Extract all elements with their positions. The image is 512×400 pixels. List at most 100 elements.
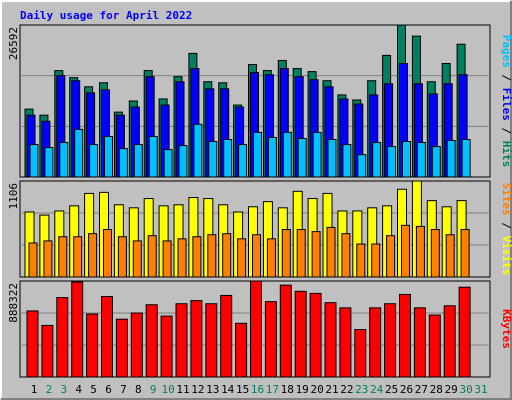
legend-entry: KBytes	[500, 309, 512, 349]
bar	[356, 243, 366, 278]
legend-entry: Visits	[500, 236, 512, 276]
bar	[369, 307, 382, 378]
bar	[282, 131, 292, 178]
bar	[103, 229, 112, 278]
x-tick-label: 23	[355, 383, 368, 396]
x-tick-label: 11	[176, 383, 189, 396]
x-tick-label: 25	[385, 383, 398, 396]
x-tick-label: 14	[221, 383, 235, 396]
bar	[342, 144, 352, 178]
x-tick-label: 21	[325, 383, 338, 396]
bar	[223, 139, 233, 178]
y-tick-label: 888322	[7, 283, 20, 323]
bar	[220, 294, 233, 378]
x-tick-label: 6	[105, 383, 112, 396]
legend-entry: Files	[500, 88, 512, 121]
bar	[44, 147, 54, 178]
legend: Pages / Files / Hits	[500, 35, 512, 168]
bar	[238, 144, 248, 178]
x-tick-label: 27	[415, 383, 428, 396]
x-tick-label: 1	[31, 383, 38, 396]
bar	[341, 233, 351, 278]
bar	[458, 286, 471, 378]
x-tick-label: 7	[120, 383, 127, 396]
x-tick-label: 19	[296, 383, 309, 396]
bar	[133, 144, 143, 178]
x-tick-label: 26	[400, 383, 413, 396]
x-tick-label: 24	[370, 383, 384, 396]
legend: Sites / Visits	[500, 183, 512, 276]
x-tick-label: 18	[281, 383, 294, 396]
bar	[118, 148, 128, 178]
bar	[327, 139, 337, 178]
bar	[148, 135, 158, 178]
bar	[312, 131, 322, 178]
bar	[413, 307, 426, 378]
bar	[445, 234, 455, 278]
bar	[428, 314, 441, 378]
bar	[460, 229, 470, 278]
bar	[178, 145, 188, 178]
bar	[58, 236, 68, 278]
bar	[88, 233, 98, 278]
x-tick-label: 4	[75, 383, 82, 396]
bar	[253, 131, 262, 178]
bar	[104, 135, 113, 178]
bar	[56, 297, 69, 378]
bar	[281, 229, 291, 278]
bar	[147, 235, 157, 278]
bar	[26, 310, 39, 378]
bar	[311, 231, 321, 278]
bar	[175, 303, 188, 378]
bar	[294, 290, 307, 378]
x-tick-label: 30	[459, 383, 472, 396]
bar	[41, 324, 54, 378]
bar	[160, 315, 173, 378]
bar	[130, 312, 143, 378]
legend: KBytes	[500, 309, 512, 349]
bar	[28, 242, 38, 278]
bar	[237, 238, 247, 278]
bar	[354, 329, 367, 378]
bar	[205, 303, 218, 378]
bar	[250, 280, 262, 378]
x-tick-label: 5	[90, 383, 97, 396]
bar	[402, 141, 411, 178]
legend-separator: /	[500, 121, 512, 141]
bar	[222, 233, 232, 278]
x-tick-label: 12	[191, 383, 204, 396]
bar	[339, 307, 352, 378]
bar	[279, 284, 292, 378]
x-tick-label: 15	[236, 383, 249, 396]
bar	[101, 295, 113, 378]
bar	[386, 235, 396, 278]
bar	[430, 229, 440, 278]
x-tick-label: 10	[161, 383, 174, 396]
bar	[29, 144, 39, 178]
legend-entry: Hits	[500, 141, 512, 168]
bar	[193, 123, 203, 178]
bar	[326, 226, 336, 278]
bar	[297, 137, 307, 178]
x-tick-label: 31	[474, 383, 487, 396]
x-tick-label: 28	[430, 383, 443, 396]
x-tick-label: 2	[46, 383, 53, 396]
legend-entry: Pages	[500, 35, 512, 68]
bar	[71, 281, 84, 378]
bar	[235, 322, 248, 378]
bar	[145, 304, 158, 378]
bar	[267, 136, 277, 178]
bar	[86, 313, 99, 378]
legend-separator: /	[500, 216, 512, 236]
bar	[89, 144, 99, 178]
bar	[296, 229, 306, 278]
bar	[461, 139, 471, 178]
bar	[415, 225, 425, 278]
bar	[207, 234, 217, 278]
legend-separator: /	[500, 68, 512, 88]
bar	[443, 305, 456, 378]
y-tick-label: 26592	[7, 27, 20, 60]
bar	[74, 128, 84, 178]
